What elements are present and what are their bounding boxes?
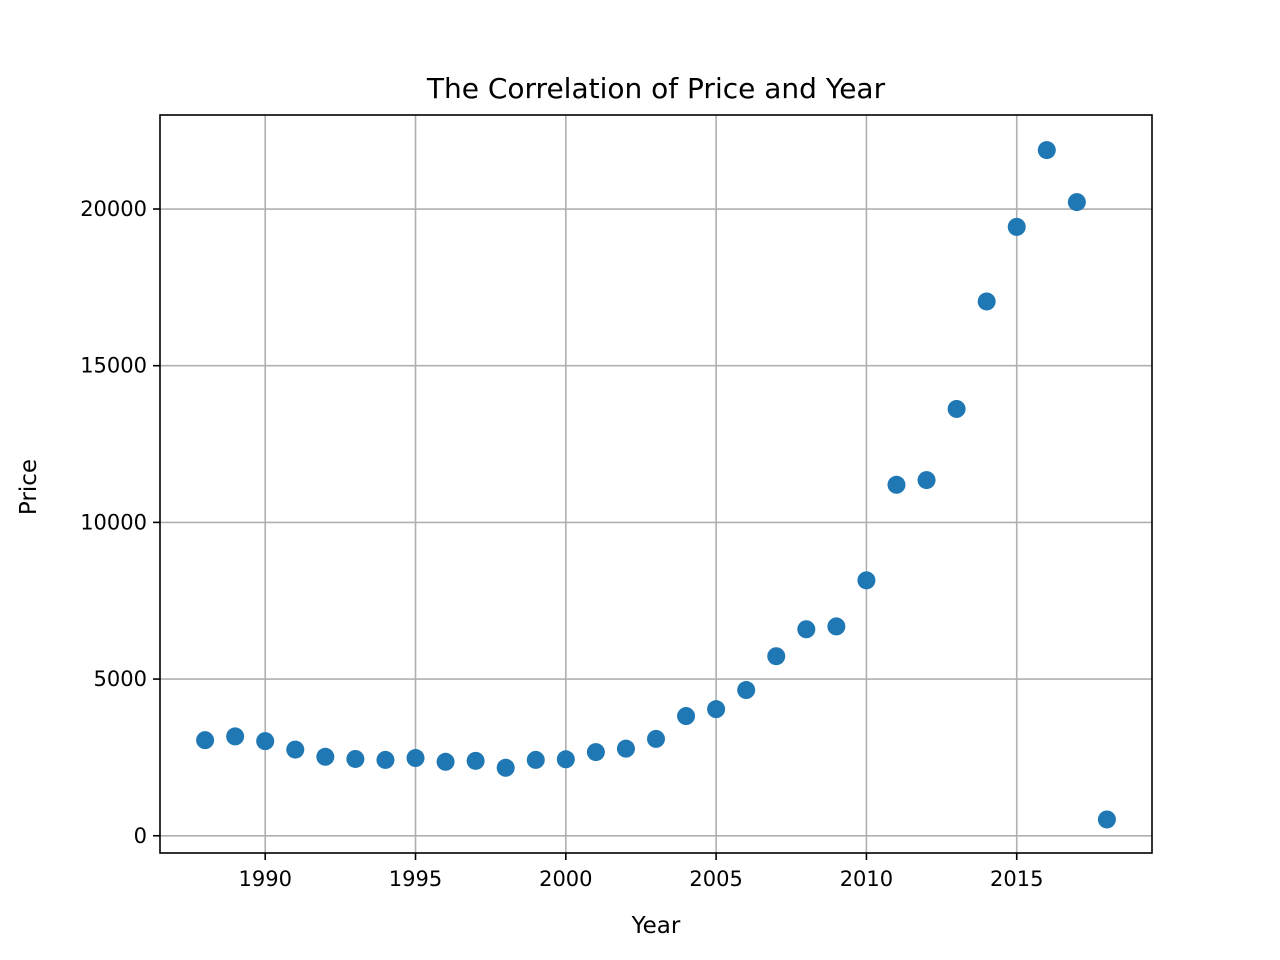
data-point bbox=[1097, 810, 1116, 829]
y-tick-label: 15000 bbox=[80, 354, 147, 378]
y-tick-label: 0 bbox=[134, 824, 147, 848]
data-point bbox=[887, 475, 906, 494]
data-point bbox=[1037, 141, 1056, 160]
data-point bbox=[466, 751, 485, 770]
data-point bbox=[316, 747, 335, 766]
data-point bbox=[226, 727, 245, 746]
x-tick-label: 2015 bbox=[990, 867, 1043, 891]
data-point bbox=[1067, 193, 1086, 212]
data-point bbox=[526, 750, 545, 769]
data-point bbox=[737, 681, 756, 700]
data-point bbox=[346, 749, 365, 768]
x-tick-label: 1990 bbox=[238, 867, 291, 891]
data-point bbox=[677, 707, 696, 726]
y-tick-label: 5000 bbox=[94, 667, 147, 691]
x-axis-label: Year bbox=[631, 913, 681, 939]
plot-frame bbox=[159, 114, 1153, 854]
grid bbox=[160, 115, 1152, 853]
data-point bbox=[947, 399, 966, 418]
data-point bbox=[406, 749, 425, 768]
x-tick-label: 1995 bbox=[389, 867, 442, 891]
data-point bbox=[797, 620, 816, 639]
data-point bbox=[767, 647, 786, 666]
data-point bbox=[707, 700, 726, 719]
y-tick-label: 20000 bbox=[80, 197, 147, 221]
x-tick-label: 2000 bbox=[539, 867, 592, 891]
y-tick-label: 10000 bbox=[80, 510, 147, 534]
data-point bbox=[436, 752, 455, 771]
data-points bbox=[196, 141, 1116, 829]
data-point bbox=[827, 617, 846, 636]
data-point bbox=[917, 471, 936, 490]
data-point bbox=[196, 731, 215, 750]
data-point bbox=[857, 571, 876, 590]
data-point bbox=[376, 750, 395, 769]
data-point bbox=[977, 292, 996, 311]
data-point bbox=[286, 740, 305, 759]
chart-title: The Correlation of Price and Year bbox=[426, 72, 886, 105]
x-tick-label: 2005 bbox=[689, 867, 742, 891]
ticks: 1990 1995 2000 2005 2010 2015 0 5000 10000 15000 2… bbox=[80, 197, 1043, 891]
data-point bbox=[496, 758, 515, 777]
data-point bbox=[256, 732, 275, 751]
data-point bbox=[616, 739, 635, 758]
y-axis-label: Price bbox=[16, 459, 42, 515]
data-point bbox=[586, 743, 605, 762]
data-point bbox=[1007, 217, 1026, 236]
data-point bbox=[556, 750, 575, 769]
x-tick-label: 2010 bbox=[840, 867, 893, 891]
data-point bbox=[647, 729, 665, 748]
